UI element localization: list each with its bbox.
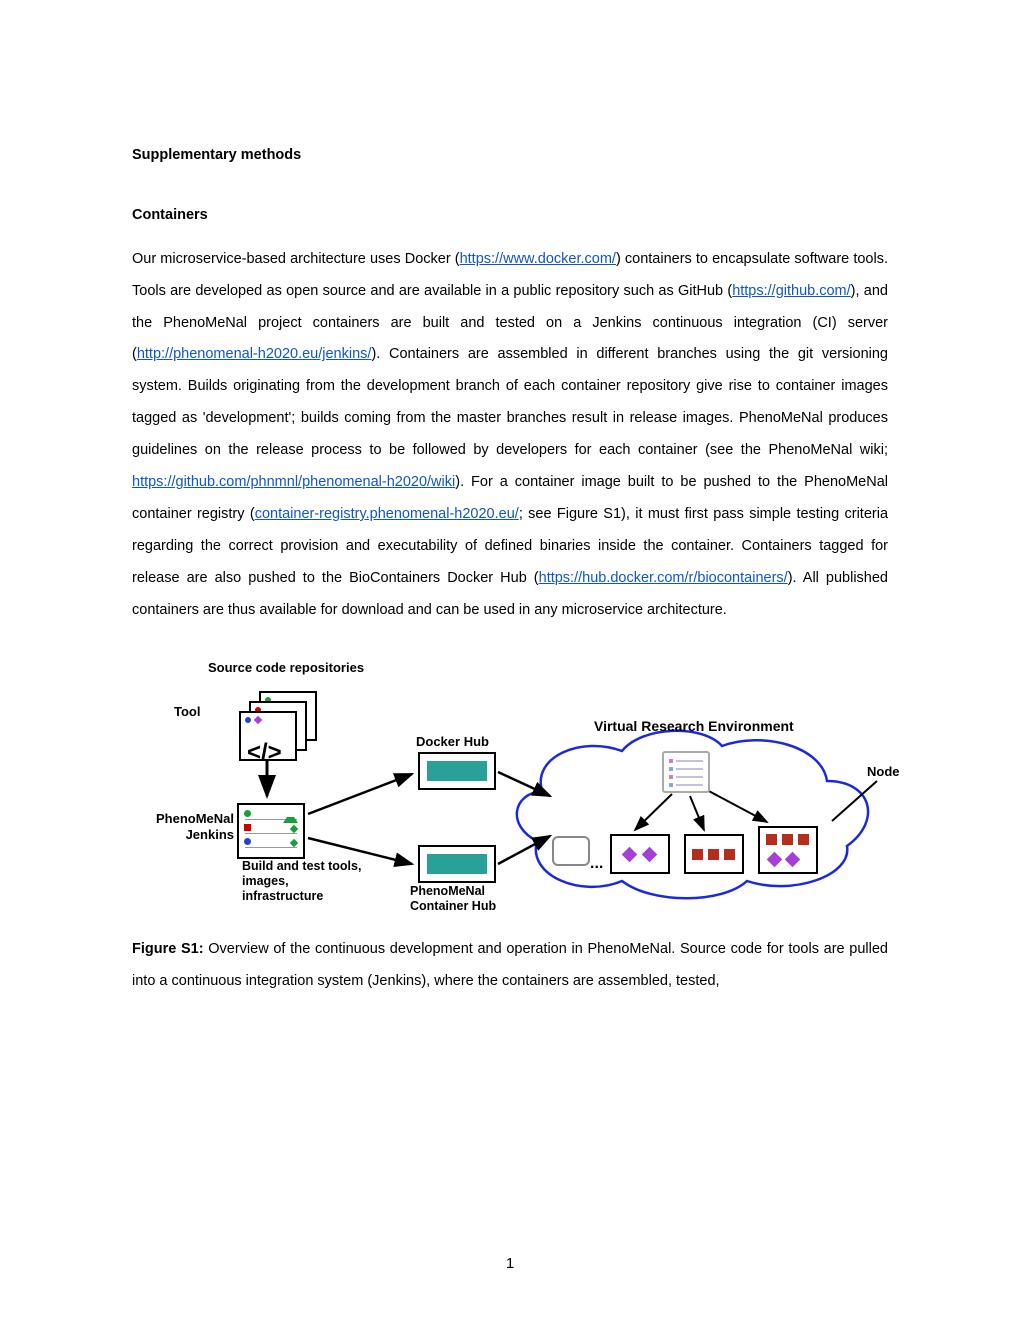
github-link[interactable]: https://github.com/ — [732, 283, 850, 299]
wiki-link[interactable]: https://github.com/phnmnl/phenomenal-h20… — [132, 474, 455, 490]
code-icon: </> — [247, 727, 282, 780]
document-page: Supplementary methods Containers Our mic… — [0, 0, 1020, 998]
label-vre: Virtual Research Environment — [594, 718, 794, 735]
jenkins-box — [237, 803, 305, 859]
empty-node-box — [552, 836, 590, 866]
figure-diagram: PRIVATE </> — [132, 646, 888, 926]
master-node-box — [662, 751, 710, 793]
biocontainers-link[interactable]: https://hub.docker.com/r/biocontainers/ — [539, 570, 788, 586]
phenomenal-hub-box — [418, 845, 496, 883]
section-title: Supplementary methods — [132, 140, 888, 172]
label-node: Node — [867, 764, 900, 780]
cloud-node — [684, 834, 744, 874]
registry-link[interactable]: container-registry.phenomenal-h2020.eu/ — [255, 506, 519, 522]
docker-link[interactable]: https://www.docker.com/ — [460, 251, 616, 267]
jenkins-link[interactable]: http://phenomenal-h2020.eu/jenkins/ — [137, 346, 372, 362]
text: Our microservice-based architecture uses… — [132, 251, 460, 267]
label-docker-hub: Docker Hub — [416, 734, 489, 750]
main-paragraph: Our microservice-based architecture uses… — [132, 244, 888, 627]
label-jenkins: PhenoMeNal Jenkins — [142, 811, 234, 842]
figure-caption: Figure S1: Overview of the continuous de… — [132, 934, 888, 998]
page-number: 1 — [0, 1255, 1020, 1272]
caption-text: Overview of the continuous development a… — [132, 941, 888, 989]
caption-label: Figure S1: — [132, 941, 208, 957]
cloud-node — [758, 826, 818, 874]
dots-icon: ... — [590, 846, 603, 881]
repo-box: </> — [239, 711, 297, 761]
label-repos: Source code repositories — [208, 660, 364, 676]
subsection-title: Containers — [132, 200, 888, 232]
cloud-node — [610, 834, 670, 874]
label-tool: Tool — [174, 704, 200, 720]
docker-hub-box — [418, 752, 496, 790]
label-phn-hub: PhenoMeNal Container Hub — [410, 884, 520, 914]
text: ). Containers are assembled in different… — [132, 346, 888, 458]
label-build: Build and test tools, images, infrastruc… — [242, 859, 362, 904]
